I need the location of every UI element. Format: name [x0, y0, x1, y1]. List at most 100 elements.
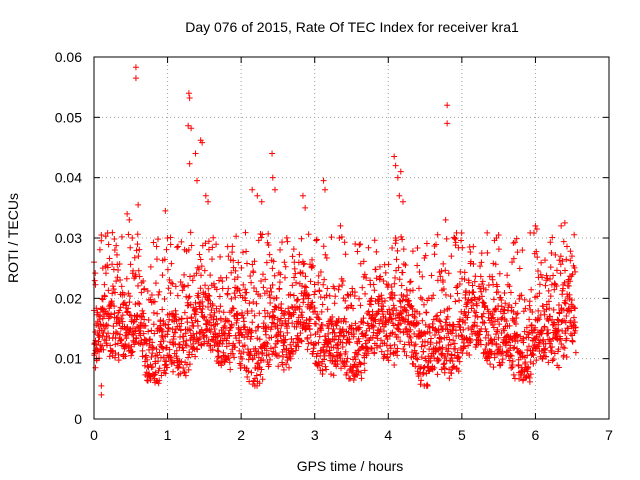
data-point	[530, 230, 537, 237]
data-point	[150, 239, 157, 246]
data-point	[270, 320, 277, 327]
data-point	[400, 329, 407, 336]
data-point	[179, 344, 186, 351]
data-point	[348, 322, 355, 329]
data-point	[403, 286, 410, 293]
data-point	[368, 344, 375, 351]
data-point	[534, 293, 541, 300]
data-point	[193, 330, 200, 337]
data-point	[174, 365, 181, 372]
data-point	[136, 246, 143, 253]
data-point	[205, 338, 212, 345]
data-point	[571, 231, 578, 238]
data-point	[123, 343, 130, 350]
data-point	[396, 192, 403, 199]
data-point	[341, 332, 348, 339]
data-point	[548, 349, 555, 356]
data-point	[465, 342, 472, 349]
data-point	[278, 322, 285, 329]
data-point	[205, 292, 212, 299]
data-point	[342, 297, 349, 304]
data-point	[508, 304, 515, 311]
data-point	[507, 289, 514, 296]
data-point	[205, 198, 212, 205]
data-point	[339, 343, 346, 350]
data-points	[91, 64, 579, 398]
data-point	[318, 308, 325, 315]
data-point	[352, 241, 359, 248]
data-point	[177, 278, 184, 285]
data-point	[157, 317, 164, 324]
data-point	[198, 263, 205, 270]
data-point	[391, 153, 398, 160]
data-point	[106, 255, 113, 262]
data-point	[407, 326, 414, 333]
data-point	[225, 318, 232, 325]
data-point	[497, 343, 504, 350]
data-point	[92, 281, 99, 288]
data-point	[542, 353, 549, 360]
data-point	[379, 320, 386, 327]
data-point	[125, 290, 132, 297]
data-point	[127, 261, 134, 268]
data-point	[189, 319, 196, 326]
data-point	[475, 296, 482, 303]
data-point	[541, 311, 548, 318]
data-point	[147, 263, 154, 270]
data-point	[180, 347, 187, 354]
data-point	[187, 229, 194, 236]
data-point	[257, 371, 264, 378]
data-point	[192, 150, 199, 157]
data-point	[414, 356, 421, 363]
data-point	[516, 375, 523, 382]
data-point	[458, 237, 465, 244]
data-point	[455, 353, 462, 360]
data-point	[186, 361, 193, 368]
data-point	[282, 317, 289, 324]
data-point	[279, 239, 286, 246]
data-point	[315, 315, 322, 322]
data-point	[189, 277, 196, 284]
data-point	[527, 371, 534, 378]
data-point	[130, 267, 137, 274]
data-point	[441, 307, 448, 314]
data-point	[321, 276, 328, 283]
data-point	[362, 340, 369, 347]
data-point	[470, 289, 477, 296]
data-point	[95, 311, 102, 318]
data-point	[249, 319, 256, 326]
data-point	[506, 322, 513, 329]
data-point	[135, 267, 142, 274]
data-point	[177, 327, 184, 334]
data-point	[397, 338, 404, 345]
data-point	[386, 333, 393, 340]
data-point	[493, 341, 500, 348]
data-point	[110, 286, 117, 293]
data-point	[155, 291, 162, 298]
data-point	[480, 299, 487, 306]
data-point	[184, 302, 191, 309]
data-point	[571, 319, 578, 326]
data-point	[407, 278, 414, 285]
data-point	[113, 242, 120, 249]
data-point	[222, 330, 229, 337]
data-point	[536, 316, 543, 323]
data-point	[133, 247, 140, 254]
data-point	[161, 256, 168, 263]
data-point	[483, 328, 490, 335]
data-point	[395, 264, 402, 271]
data-point	[350, 331, 357, 338]
data-point	[228, 295, 235, 302]
data-point	[242, 229, 249, 236]
data-point	[167, 290, 174, 297]
data-point	[113, 251, 120, 258]
data-point	[135, 253, 142, 260]
data-point	[153, 346, 160, 353]
data-point	[513, 315, 520, 322]
data-point	[489, 321, 496, 328]
data-point	[493, 235, 500, 241]
data-point	[91, 277, 98, 284]
data-point	[419, 317, 426, 324]
data-point	[522, 305, 529, 312]
data-point	[201, 313, 208, 320]
